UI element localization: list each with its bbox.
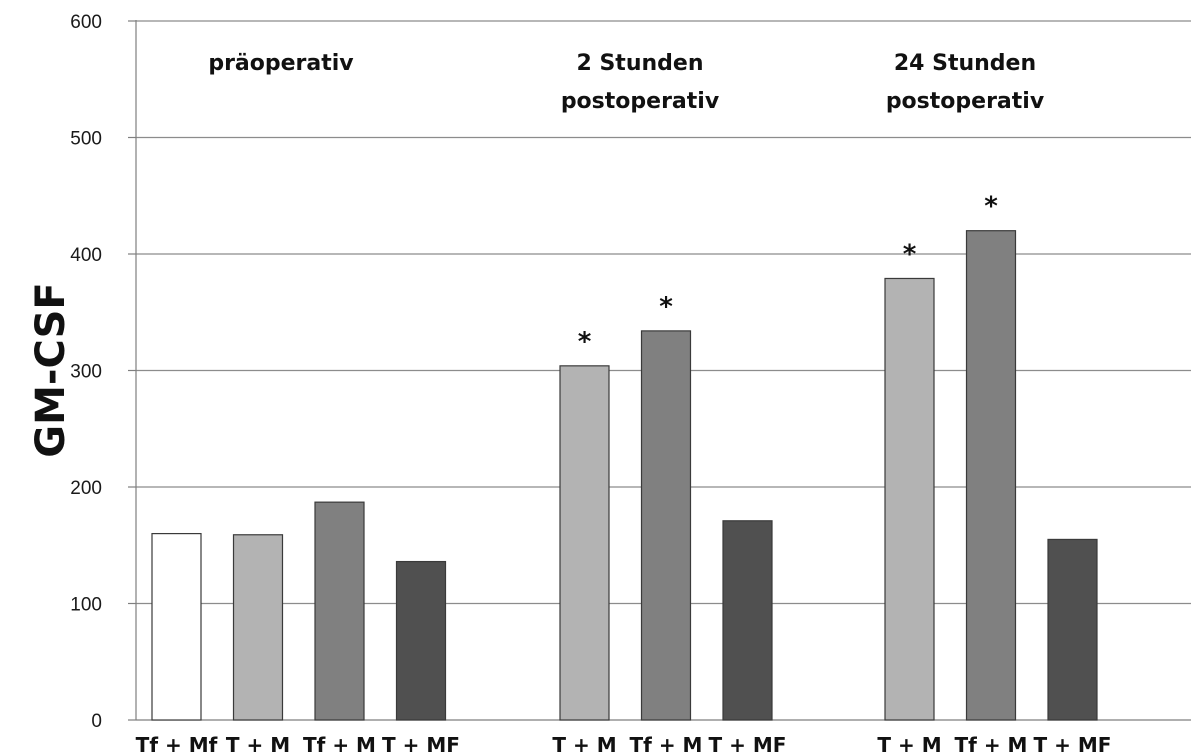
y-tick-label: 400 [70,245,102,266]
significance-marker: * [984,192,998,222]
group-label: 2 Stunden [577,51,704,76]
bar [640,330,692,721]
group-label: postoperativ [886,89,1045,114]
bar [884,277,935,721]
labels-layer: 0 100 200 300 400 500 600 Tf + Mf T + M Tf + M T +… [70,12,1111,755]
x-category-label: T + MF [1034,733,1112,755]
x-category-label: T + M [877,733,941,755]
bar [151,532,202,721]
bar [314,501,365,721]
y-tick-label: 0 [91,711,102,732]
x-category-label: T + MF [709,733,787,755]
group-label: präoperativ [208,51,354,76]
x-category-label: T + MF [382,733,460,755]
group-label: 24 Stunden [894,51,1036,76]
y-tick-label: 200 [70,478,102,499]
bar [232,534,284,721]
group-label: postoperativ [561,89,720,114]
bar [722,520,773,721]
x-category-label: Tf + M [303,733,376,755]
x-category-label: T + M [226,733,290,755]
y-tick-label: 600 [70,12,102,33]
bar [395,560,447,721]
significance-marker: * [578,327,592,357]
x-category-label: Tf + M [955,733,1028,755]
y-tick-label: 100 [70,595,102,616]
x-category-label: T + M [552,733,616,755]
significance-marker: * [903,239,917,269]
significance-marker: * [659,292,673,322]
y-axis-label: GM-CSF [28,282,74,457]
x-category-label: Tf + Mf [136,733,218,755]
bars-layer [151,230,1098,721]
bar [559,365,610,721]
x-category-label: Tf + M [630,733,703,755]
bar [965,230,1017,721]
y-tick-label: 500 [70,129,102,150]
bar [1047,538,1098,721]
y-tick-label: 300 [70,362,102,383]
